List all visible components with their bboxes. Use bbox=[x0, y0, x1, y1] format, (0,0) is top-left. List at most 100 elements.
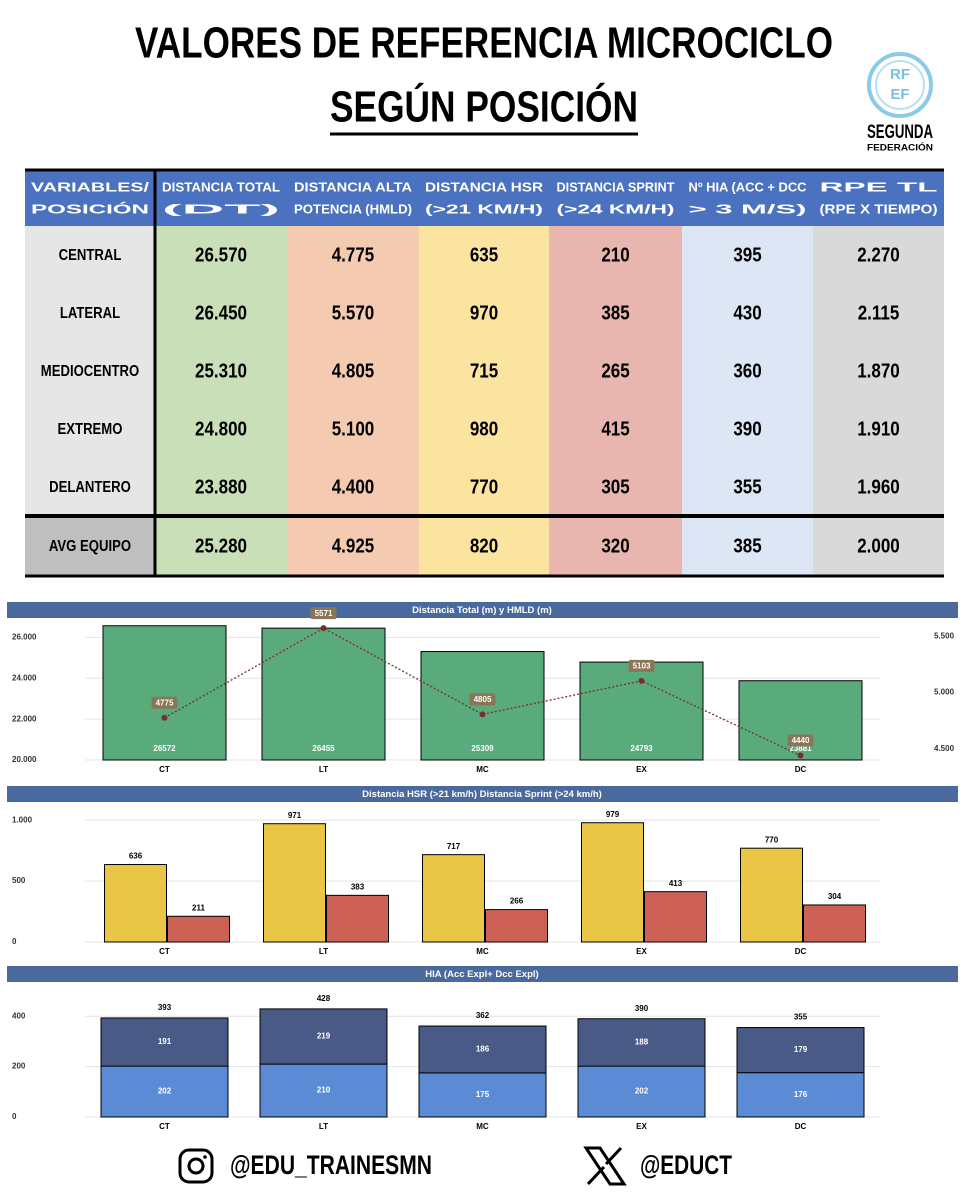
y-tick-label: 1.000 bbox=[12, 815, 33, 824]
x-tick-label: LT bbox=[319, 765, 328, 774]
table-cell: 820 bbox=[470, 535, 498, 557]
segment-label: 219 bbox=[317, 1032, 331, 1041]
x-tick-label: DC bbox=[795, 1122, 807, 1131]
bar-label: 211 bbox=[192, 903, 205, 912]
table-cell: 25.280 bbox=[195, 535, 247, 557]
table-cell: 430 bbox=[733, 302, 761, 324]
y-tick-label: 24.000 bbox=[12, 673, 37, 682]
table-header-cell: DISTANCIA TOTAL bbox=[162, 179, 280, 194]
chart-title-bar bbox=[7, 602, 958, 618]
bar-label: 25309 bbox=[471, 744, 494, 753]
table-cell: 26.450 bbox=[195, 302, 247, 324]
table-cell: 4.925 bbox=[332, 535, 375, 557]
table-cell-bg bbox=[549, 342, 682, 400]
instagram-icon bbox=[178, 1148, 214, 1184]
x-tick-label: CT bbox=[159, 765, 170, 774]
bar-label: 413 bbox=[669, 879, 683, 888]
y-tick-label: 0 bbox=[12, 937, 17, 946]
table-cell: 320 bbox=[601, 535, 629, 557]
point-label-bg bbox=[151, 696, 178, 709]
bar bbox=[261, 627, 386, 761]
row-label: EXTREMO bbox=[58, 421, 123, 438]
table-cell-bg bbox=[549, 516, 682, 576]
table-cell-bg bbox=[813, 226, 944, 284]
table-header-cell: DISTANCIA SPRINT bbox=[557, 179, 675, 194]
bar bbox=[581, 822, 644, 943]
y-tick-label: 200 bbox=[12, 1062, 26, 1071]
chart-title: Distancia HSR (>21 km/h) Distancia Sprin… bbox=[362, 789, 602, 800]
y2-tick-label: 4.500 bbox=[934, 744, 955, 753]
bar-label: 24793 bbox=[630, 744, 653, 753]
table-cell: 2.270 bbox=[857, 244, 900, 266]
table-header-cell: RPE TL bbox=[820, 179, 938, 194]
bar bbox=[738, 680, 863, 761]
table-cell-bg bbox=[419, 226, 549, 284]
total-label: 390 bbox=[635, 1004, 649, 1013]
segment-label: 202 bbox=[635, 1087, 649, 1096]
table-cell-bg bbox=[155, 458, 287, 516]
line-point bbox=[479, 711, 486, 718]
row-label: AVG EQUIPO bbox=[49, 538, 131, 555]
bar-label: 26572 bbox=[153, 744, 176, 753]
table-cell: 4.775 bbox=[332, 244, 375, 266]
table-cell-bg bbox=[813, 400, 944, 458]
point-label: 4440 bbox=[792, 736, 810, 745]
table-cell-bg bbox=[419, 400, 549, 458]
table-cell-bg bbox=[155, 342, 287, 400]
row-label: LATERAL bbox=[60, 305, 120, 322]
segment-label: 179 bbox=[794, 1045, 808, 1054]
table-cell: 1.910 bbox=[857, 418, 900, 440]
total-label: 428 bbox=[317, 994, 331, 1003]
table-cell-bg bbox=[419, 342, 549, 400]
chart-title-bar bbox=[7, 786, 958, 802]
chart-title: HIA (Acc Expl+ Dcc Expl) bbox=[425, 969, 538, 980]
table-cell-bg bbox=[813, 458, 944, 516]
point-label: 5571 bbox=[315, 609, 333, 618]
table-cell: 5.570 bbox=[332, 302, 375, 324]
bar-segment bbox=[577, 1018, 706, 1067]
bar-segment bbox=[259, 1008, 388, 1065]
line bbox=[164, 627, 801, 757]
y-tick-label: 20.000 bbox=[12, 755, 37, 764]
x-handle: @EDUCT bbox=[640, 1150, 732, 1180]
table-cell: 2.000 bbox=[857, 535, 900, 557]
table-cell-bg bbox=[682, 226, 813, 284]
x-tick-label: DC bbox=[795, 947, 807, 956]
table-cell: 390 bbox=[733, 418, 761, 440]
table-cell-bg bbox=[287, 458, 419, 516]
x-tick-label: CT bbox=[159, 1122, 170, 1131]
table-cell-bg bbox=[682, 284, 813, 342]
table-cell-bg bbox=[25, 342, 155, 400]
total-label: 362 bbox=[476, 1011, 490, 1020]
logo-name: SEGUNDA bbox=[867, 122, 933, 143]
point-label: 4805 bbox=[474, 695, 492, 704]
table-cell: 305 bbox=[601, 476, 629, 498]
table-cell: 970 bbox=[470, 302, 498, 324]
x-icon-stroke bbox=[604, 1146, 623, 1166]
segment-label: 188 bbox=[635, 1038, 649, 1047]
table-cell-bg bbox=[155, 400, 287, 458]
segment-label: 191 bbox=[158, 1037, 172, 1046]
table-cell: 5.100 bbox=[332, 418, 375, 440]
table-cell: 385 bbox=[733, 535, 761, 557]
table-cell: 4.805 bbox=[332, 360, 375, 382]
table-cell-bg bbox=[549, 284, 682, 342]
x-tick-label: CT bbox=[159, 947, 170, 956]
table-header-cell: (>24 KM/H) bbox=[557, 201, 675, 216]
x-tick-label: MC bbox=[476, 947, 489, 956]
instagram-icon-dot bbox=[203, 1155, 207, 1159]
table-cell-bg bbox=[287, 400, 419, 458]
y-tick-label: 500 bbox=[12, 876, 26, 885]
table-cell: 385 bbox=[601, 302, 629, 324]
segment-label: 210 bbox=[317, 1086, 331, 1095]
table-cell-bg bbox=[419, 458, 549, 516]
x-tick-label: DC bbox=[795, 765, 807, 774]
table-header-cell: (RPE X TIEMPO) bbox=[820, 201, 938, 216]
y-tick-label: 400 bbox=[12, 1011, 26, 1020]
point-label: 4775 bbox=[156, 698, 174, 707]
x-icon-stroke bbox=[586, 1165, 606, 1186]
table-cell-bg bbox=[25, 226, 155, 284]
point-label-bg bbox=[628, 659, 655, 672]
segment-label: 176 bbox=[794, 1090, 808, 1099]
